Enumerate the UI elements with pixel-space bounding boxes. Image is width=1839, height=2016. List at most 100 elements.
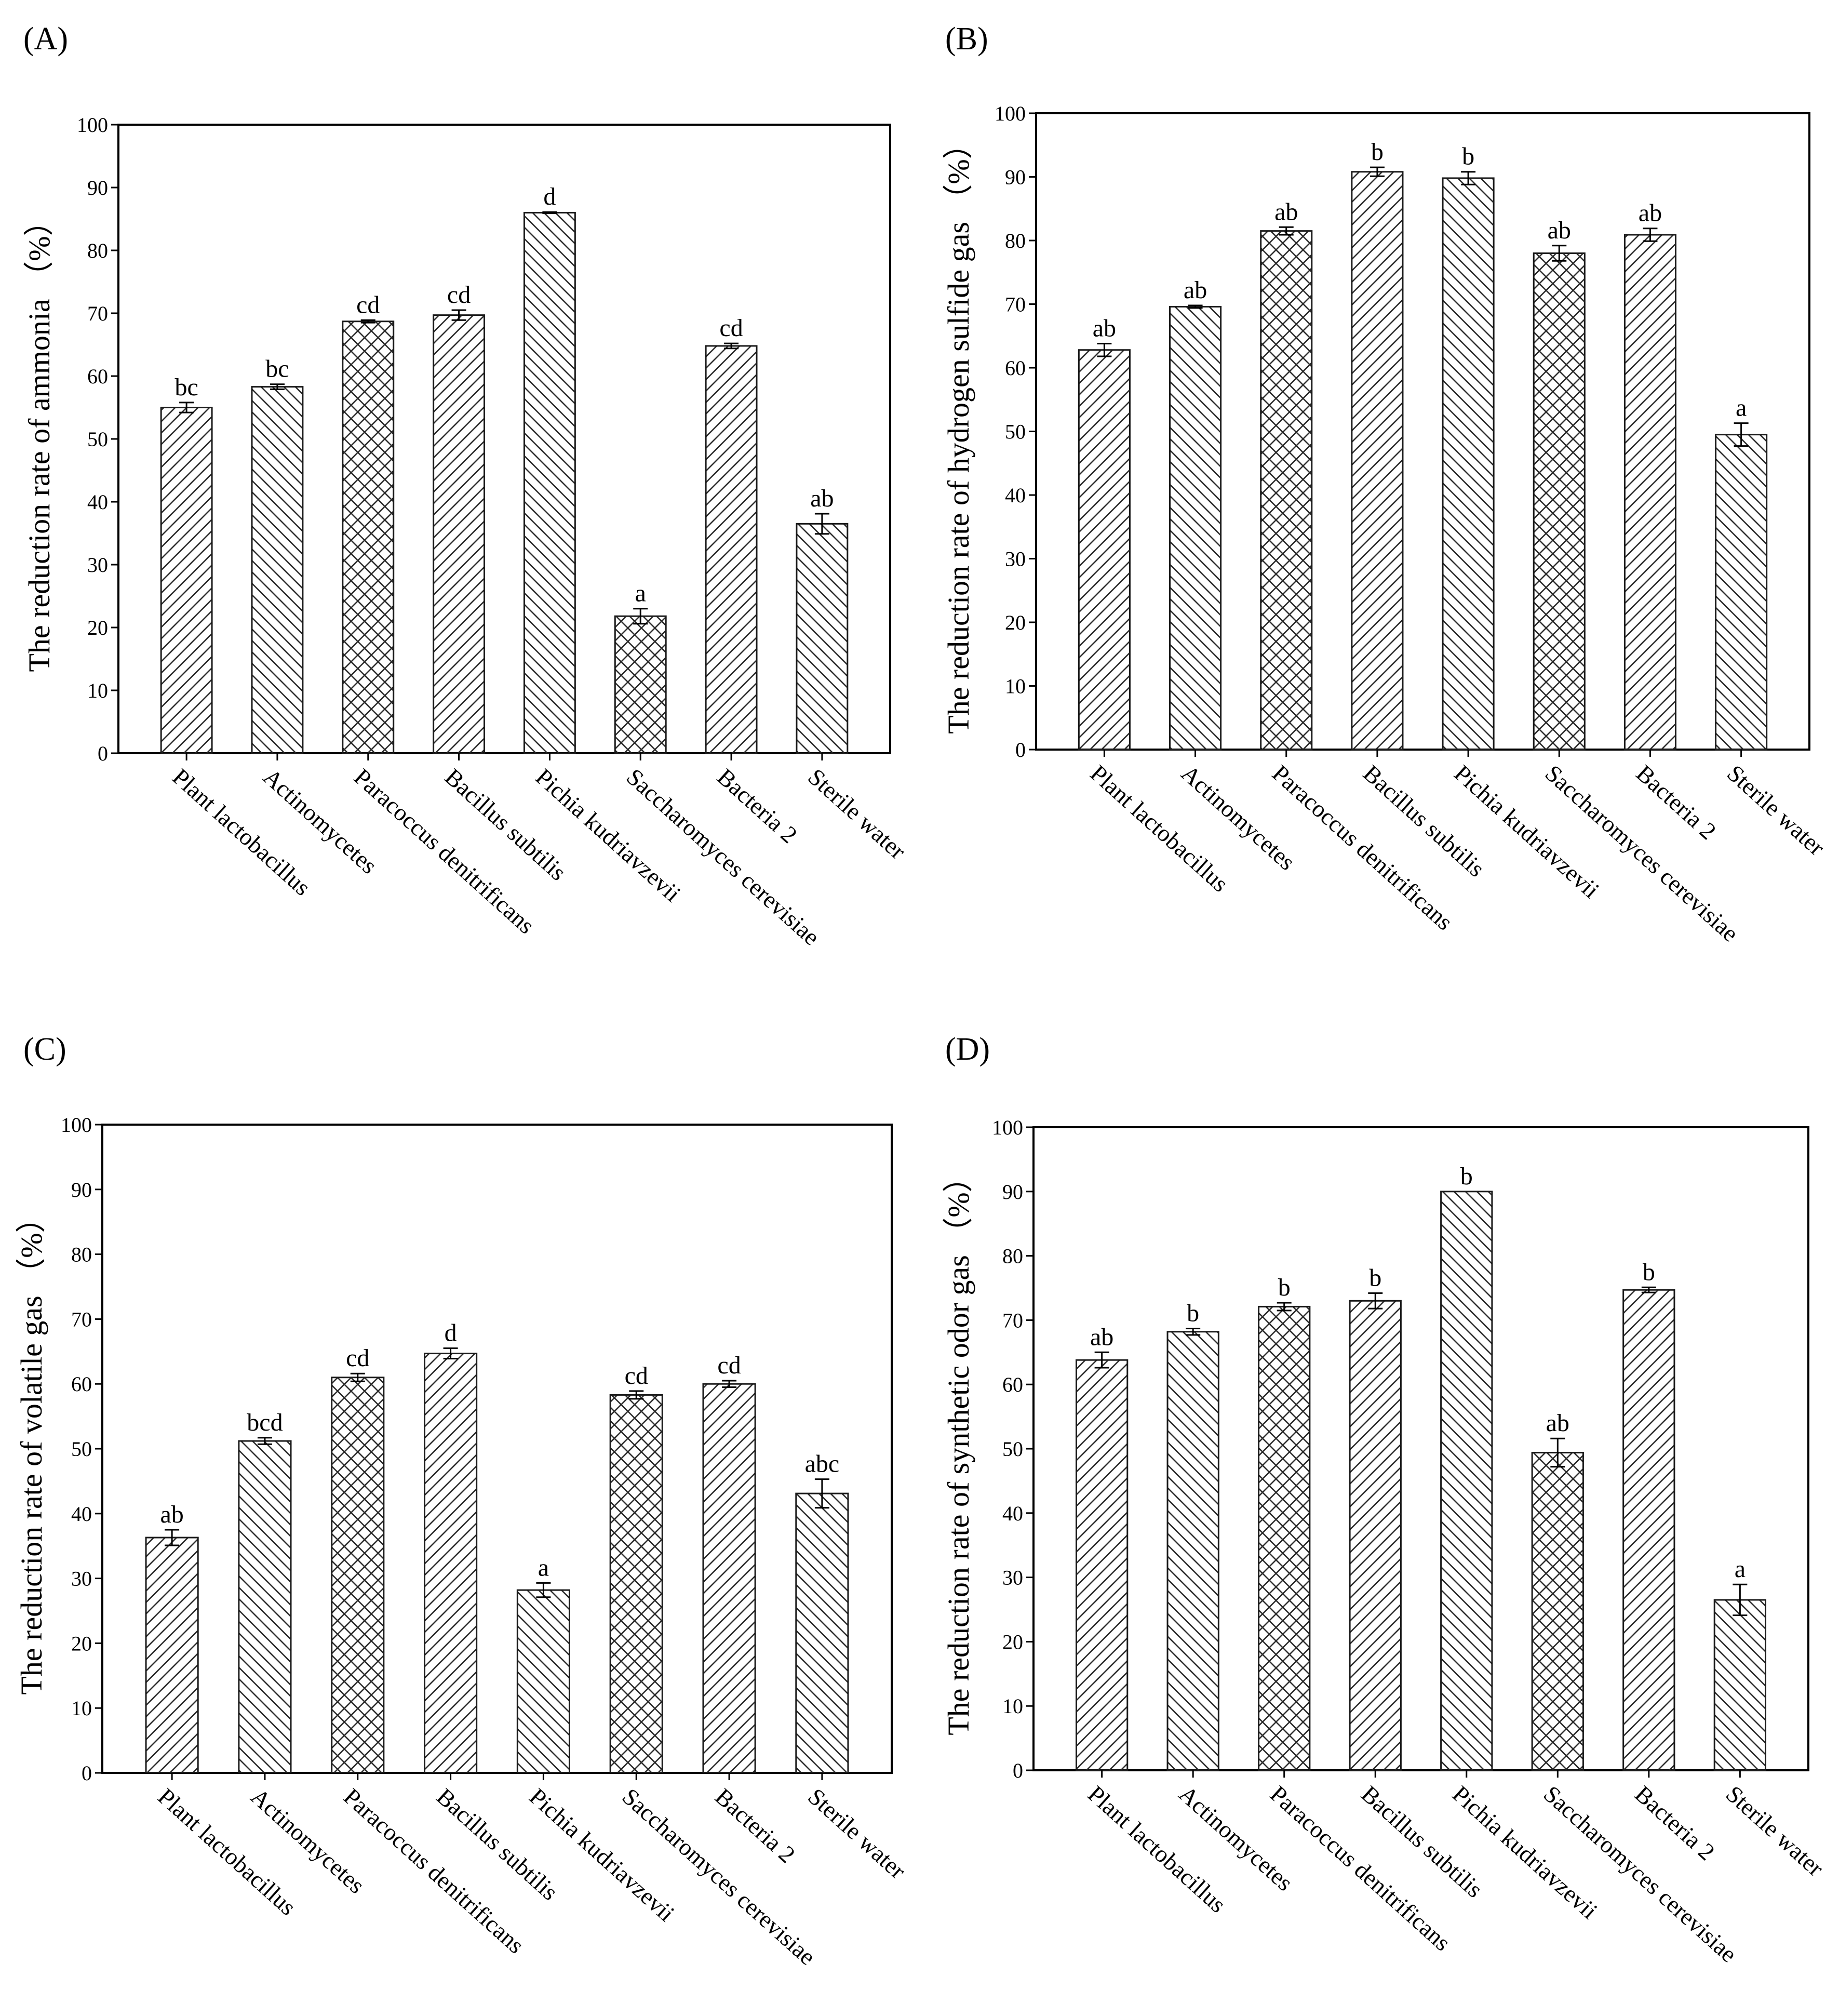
category-label: Saccharomyces cerevisiae <box>618 1783 821 1970</box>
y-tick-label: 60 <box>71 1372 92 1396</box>
y-tick-label: 0 <box>1015 738 1026 762</box>
y-tick-label: 30 <box>1002 1566 1023 1590</box>
y-tick-label: 20 <box>71 1632 92 1655</box>
y-tick-label: 60 <box>1005 356 1026 380</box>
y-tick-label: 60 <box>1002 1373 1023 1396</box>
category-label: Sterile water <box>1722 760 1830 861</box>
bar-2 <box>238 1440 292 1774</box>
y-tick-label: 40 <box>87 490 108 514</box>
bar-6 <box>614 615 667 754</box>
y-axis-title: The reduction rate of hydrogen sulfide g… <box>942 129 975 733</box>
y-tick-label: 50 <box>87 428 108 451</box>
significance-label: ab <box>1274 198 1298 225</box>
significance-label: ab <box>1090 1323 1113 1351</box>
significance-label: b <box>1462 143 1474 170</box>
bar-6 <box>1533 252 1586 751</box>
significance-label: bc <box>174 373 198 401</box>
bar-3 <box>342 321 395 754</box>
y-tick-label: 70 <box>1002 1309 1023 1332</box>
bar-5 <box>1440 1191 1493 1771</box>
chart-panel-4: (D) 0 10 20 30 40 50 60 70 80 90 100 The reduction r… <box>942 1032 1829 1968</box>
y-tick-label: 80 <box>1005 229 1026 252</box>
y-axis-title: The reduction rate of ammonia （%） <box>22 206 56 672</box>
category-label: Sterile water <box>803 1783 911 1884</box>
bar-8 <box>1713 1599 1767 1771</box>
bar-6 <box>609 1394 663 1774</box>
y-tick-label: 60 <box>87 365 108 388</box>
category-label: Bacteria 2 <box>712 764 802 849</box>
y-tick-label: 10 <box>1002 1694 1023 1718</box>
y-tick-label: 0 <box>82 1761 92 1785</box>
y-tick-label: 90 <box>1002 1180 1023 1204</box>
significance-label: cd <box>447 281 471 309</box>
y-tick-label: 50 <box>1002 1437 1023 1461</box>
significance-label: d <box>543 183 556 210</box>
significance-label: ab <box>1184 276 1207 304</box>
panel-label: (B) <box>945 21 988 57</box>
category-label: Sterile water <box>803 764 911 864</box>
bar-2 <box>1169 305 1222 751</box>
y-tick-label: 80 <box>1002 1245 1023 1268</box>
significance-label: cd <box>625 1362 648 1390</box>
category-label: Paracoccus denitrificans <box>349 764 540 939</box>
y-tick-label: 40 <box>71 1502 92 1526</box>
y-tick-label: 20 <box>1002 1630 1023 1653</box>
significance-label: cd <box>719 314 743 342</box>
significance-label: ab <box>810 485 834 512</box>
bar-1 <box>1075 1359 1129 1771</box>
category-label: Paracoccus denitrificans <box>1265 1781 1456 1956</box>
significance-label: a <box>538 1554 549 1581</box>
category-label: Paracoccus denitrificans <box>1267 760 1458 936</box>
bar-7 <box>702 1383 756 1774</box>
panel-label: (A) <box>23 21 68 57</box>
y-tick-label: 20 <box>1005 611 1026 634</box>
significance-label: cd <box>356 291 380 318</box>
y-tick-label: 70 <box>1005 293 1026 316</box>
bar-1 <box>1078 349 1131 751</box>
y-tick-label: 70 <box>87 302 108 325</box>
category-label: Sterile water <box>1721 1781 1829 1881</box>
significance-label: ab <box>1093 314 1116 342</box>
panel-label: (C) <box>23 1032 66 1067</box>
y-tick-label: 10 <box>1005 675 1026 698</box>
significance-label: a <box>635 580 646 607</box>
y-tick-label: 20 <box>87 616 108 639</box>
significance-label: bcd <box>247 1409 283 1436</box>
significance-label: b <box>1371 138 1384 166</box>
y-tick-label: 100 <box>61 1113 92 1137</box>
bar-8 <box>1715 434 1768 751</box>
y-tick-label: 70 <box>71 1307 92 1331</box>
bar-6 <box>1531 1451 1584 1771</box>
plot-frame <box>1035 112 1810 751</box>
plot-frame <box>1032 1126 1809 1771</box>
bar-4 <box>1351 171 1404 751</box>
significance-label: abc <box>805 1450 840 1478</box>
y-tick-label: 0 <box>1013 1759 1023 1782</box>
category-label: Bacteria 2 <box>1631 760 1722 845</box>
y-tick-label: 10 <box>87 679 108 702</box>
category-label: Paracoccus denitrificans <box>339 1783 529 1959</box>
significance-label: d <box>445 1319 457 1347</box>
y-tick-label: 10 <box>71 1697 92 1720</box>
y-tick-label: 30 <box>1005 548 1026 571</box>
y-tick-label: 50 <box>71 1437 92 1461</box>
y-tick-label: 50 <box>1005 420 1026 444</box>
bar-8 <box>795 1492 849 1774</box>
chart-panel-3: (C) 0 10 20 30 40 50 60 70 80 90 100 The reduction r… <box>15 1032 911 1970</box>
plot-frame <box>117 124 891 754</box>
significance-label: b <box>1369 1264 1381 1291</box>
significance-label: cd <box>346 1344 369 1372</box>
bar-2 <box>251 386 304 754</box>
significance-label: ab <box>1639 199 1662 227</box>
y-axis-title: The reduction rate of synthetic odor gas… <box>942 1162 975 1735</box>
significance-label: a <box>1736 394 1747 422</box>
y-tick-label: 100 <box>77 113 108 137</box>
significance-label: b <box>1187 1299 1199 1327</box>
significance-label: bc <box>265 355 289 383</box>
bar-2 <box>1166 1331 1219 1771</box>
significance-label: cd <box>717 1352 741 1379</box>
bar-7 <box>705 345 758 754</box>
chart-panel-1: (A) 0 10 20 30 40 50 60 70 80 90 100 The reduction r… <box>22 21 911 951</box>
